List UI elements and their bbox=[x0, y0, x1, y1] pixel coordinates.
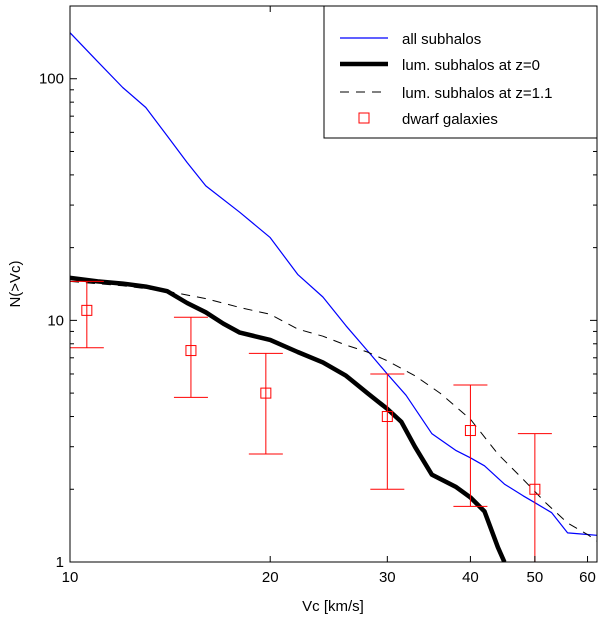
dwarf-galaxy-marker bbox=[260, 387, 272, 399]
y-tick-label: 100 bbox=[39, 71, 64, 88]
x-tick-label: 30 bbox=[379, 569, 396, 586]
y-tick-label: 10 bbox=[47, 312, 64, 329]
y-axis-label: N(>Vc) bbox=[7, 260, 24, 307]
legend-label-lum-z11: lum. subhalos at z=1.1 bbox=[402, 85, 553, 102]
legend-label-dwarf-galaxies: dwarf galaxies bbox=[402, 111, 498, 128]
legend-swatch-dwarf-galaxies bbox=[358, 112, 370, 124]
x-axis-label: Vc [km/s] bbox=[302, 598, 364, 615]
dwarf-galaxy-marker bbox=[81, 304, 93, 316]
dwarf-galaxy-marker bbox=[529, 483, 541, 495]
y-tick-label: 1 bbox=[56, 554, 64, 571]
dwarf-galaxy-marker bbox=[464, 425, 476, 437]
series-group bbox=[70, 32, 597, 562]
x-tick-label: 20 bbox=[262, 569, 279, 586]
series-layer bbox=[70, 32, 597, 562]
x-tick-label: 50 bbox=[527, 569, 544, 586]
dwarf-galaxy-marker bbox=[185, 345, 197, 357]
x-tick-label: 60 bbox=[579, 569, 596, 586]
legend-label-lum-z0: lum. subhalos at z=0 bbox=[402, 57, 540, 74]
series-line-1 bbox=[70, 275, 507, 562]
legend-label-all-subhalos: all subhalos bbox=[402, 31, 481, 48]
series-line-0 bbox=[70, 32, 597, 536]
legend: all subhalos lum. subhalos at z=0 lum. s… bbox=[323, 5, 598, 139]
x-tick-label: 10 bbox=[62, 569, 79, 586]
x-tick-label: 40 bbox=[462, 569, 479, 586]
dwarf-galaxy-marker bbox=[381, 411, 393, 423]
